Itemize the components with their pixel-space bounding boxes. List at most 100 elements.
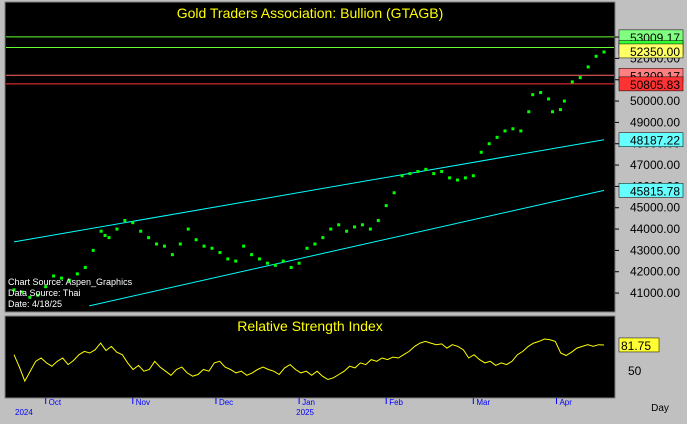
price-point-21 xyxy=(170,253,174,257)
price-point-68 xyxy=(539,91,543,95)
price-point-2 xyxy=(28,295,32,299)
price-point-14 xyxy=(115,227,119,231)
price-point-45 xyxy=(360,223,364,227)
price-point-19 xyxy=(155,242,159,246)
price-tag-box-5 xyxy=(618,132,684,147)
x-month-label: Nov xyxy=(136,398,150,407)
rsi-last-value: 81.75 xyxy=(621,339,651,353)
price-tag-box-6 xyxy=(618,183,684,198)
price-point-23 xyxy=(186,227,190,231)
price-point-65 xyxy=(519,129,523,133)
price-point-40 xyxy=(321,236,325,240)
x-month-label: Apr xyxy=(559,398,572,407)
price-point-72 xyxy=(562,99,566,103)
price-point-43 xyxy=(345,229,349,233)
price-point-53 xyxy=(424,167,428,171)
rsi-line xyxy=(13,338,605,383)
price-point-44 xyxy=(353,225,357,229)
channel-lower-line xyxy=(89,189,605,307)
price-point-46 xyxy=(368,227,372,231)
price-point-39 xyxy=(313,242,317,246)
price-point-55 xyxy=(440,169,444,173)
price-point-18 xyxy=(147,236,151,240)
price-point-29 xyxy=(234,259,238,263)
x-year-label: 2025 xyxy=(296,408,314,417)
x-month-label: Dec xyxy=(219,398,233,407)
price-point-25 xyxy=(202,244,206,248)
price-tag-box-2 xyxy=(618,43,684,59)
price-point-50 xyxy=(400,174,404,178)
price-panel xyxy=(4,1,616,313)
price-point-11 xyxy=(99,229,103,233)
price-point-69 xyxy=(547,97,551,101)
price-point-20 xyxy=(162,244,166,248)
price-point-9 xyxy=(83,265,87,269)
x-unit-label: Day xyxy=(651,403,669,414)
price-point-77 xyxy=(602,50,606,54)
x-year-label: 2024 xyxy=(15,408,33,417)
price-chart-title: Gold Traders Association: Bullion (GTAGB… xyxy=(177,5,444,21)
price-tag-5: 48187.22 xyxy=(630,134,680,148)
y-tick-label: 44000.00 xyxy=(630,222,680,236)
price-point-31 xyxy=(250,253,254,257)
price-point-59 xyxy=(471,174,475,178)
price-tag-6: 45815.78 xyxy=(630,184,680,198)
rsi-chart-title: Relative Strength Index xyxy=(237,318,383,334)
price-point-15 xyxy=(123,219,127,223)
data-source-label: Data Source: Thai xyxy=(8,288,80,298)
price-tag-box-4 xyxy=(618,76,684,92)
price-point-47 xyxy=(376,219,380,223)
price-point-7 xyxy=(67,278,71,282)
chart-source-label: Chart Source: Aspen_Graphics xyxy=(8,277,133,287)
price-point-64 xyxy=(511,127,515,131)
price-point-4 xyxy=(44,285,48,289)
price-point-60 xyxy=(479,150,483,154)
price-point-24 xyxy=(194,238,198,242)
price-point-34 xyxy=(273,263,277,267)
price-point-10 xyxy=(91,248,95,252)
price-point-26 xyxy=(210,246,214,250)
price-point-75 xyxy=(586,65,590,69)
price-point-71 xyxy=(558,108,562,112)
price-point-66 xyxy=(527,110,531,114)
price-point-49 xyxy=(392,191,396,195)
rsi-y-tick-label: 50 xyxy=(628,364,642,378)
x-month-label: Jan xyxy=(302,398,315,407)
price-point-42 xyxy=(337,223,341,227)
y-tick-label: 42000.00 xyxy=(630,265,680,279)
price-point-22 xyxy=(178,242,182,246)
price-point-33 xyxy=(265,261,269,265)
price-point-70 xyxy=(551,110,555,114)
price-point-3 xyxy=(36,293,40,297)
price-point-36 xyxy=(289,265,293,269)
price-point-17 xyxy=(139,229,143,233)
price-point-52 xyxy=(416,169,420,173)
y-tick-label: 47000.00 xyxy=(630,158,680,172)
price-point-30 xyxy=(242,244,246,248)
y-tick-label: 41000.00 xyxy=(630,286,680,300)
price-point-51 xyxy=(408,172,412,176)
channel-upper-line xyxy=(13,139,605,243)
rsi-panel xyxy=(4,315,616,399)
y-tick-label: 49000.00 xyxy=(630,115,680,129)
y-tick-label: 43000.00 xyxy=(630,243,680,257)
price-point-35 xyxy=(281,259,285,263)
x-month-label: Mar xyxy=(476,398,490,407)
x-month-label: Oct xyxy=(49,398,62,407)
price-point-74 xyxy=(578,76,582,80)
price-point-62 xyxy=(495,135,499,139)
date-label: Date: 4/18/25 xyxy=(8,299,62,309)
rsi-last-value-box xyxy=(618,337,660,353)
price-point-0 xyxy=(12,288,16,292)
price-point-8 xyxy=(75,272,79,276)
price-point-73 xyxy=(570,80,574,84)
price-point-13 xyxy=(107,236,111,240)
price-tag-4: 50805.83 xyxy=(630,78,680,92)
price-point-48 xyxy=(384,204,388,208)
x-month-label: Feb xyxy=(389,398,403,407)
price-point-57 xyxy=(455,178,459,182)
price-point-61 xyxy=(487,142,491,146)
y-tick-label: 45000.00 xyxy=(630,201,680,215)
